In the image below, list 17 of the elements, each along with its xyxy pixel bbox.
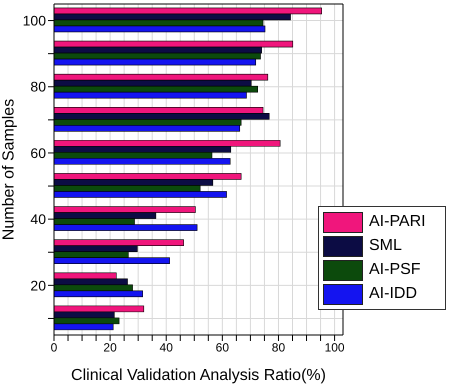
legend-label: AI-PARI [369, 213, 426, 231]
x-tick-label: 40 [160, 340, 174, 355]
x-axis-title: Clinical Validation Analysis Ratio(%) [71, 367, 326, 384]
x-tick-label: 80 [272, 340, 286, 355]
x-tick-label: 60 [216, 340, 230, 355]
y-tick-label: 80 [30, 78, 46, 95]
legend-label: SML [369, 237, 402, 255]
y-tick-label: 20 [30, 277, 46, 294]
y-tick-label: 100 [22, 12, 46, 29]
legend-label: AI-IDD [369, 285, 417, 303]
x-tick-label: 100 [324, 340, 345, 355]
y-tick-label: 40 [30, 211, 46, 228]
x-tick-label: 0 [50, 340, 58, 355]
y-axis-title: Number of Samples [0, 98, 18, 240]
legend-label: AI-PSF [369, 261, 421, 279]
y-tick-label: 60 [30, 144, 46, 161]
x-tick-label: 20 [103, 340, 118, 355]
